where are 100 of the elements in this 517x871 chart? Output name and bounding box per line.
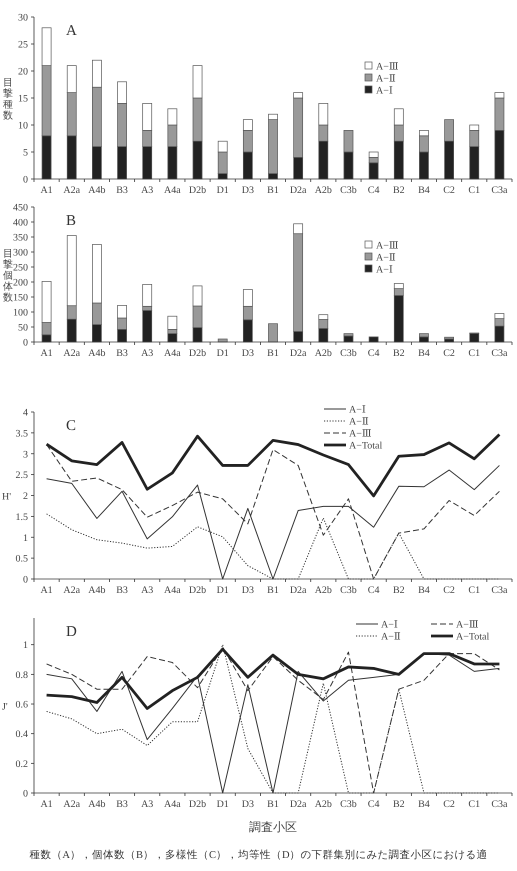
x-tick-label: A4a [164,799,182,810]
x-tick-label: C1 [468,348,480,359]
y-tick-label: 2 [23,491,28,502]
x-tick-label: B2 [392,185,405,196]
x-tick-label: B3 [116,585,128,596]
x-tick-label: D3 [242,585,254,596]
x-tick-label: A4a [164,585,182,596]
x-tick-label: C3a [491,348,508,359]
y-tick-label: 0 [23,174,28,186]
chart-title: A [66,23,77,39]
x-tick-label: D1 [216,585,229,596]
x-tick-label: D2b [188,185,206,196]
legend-label: A−Ⅲ [349,428,372,440]
y-axis-title: 目撃個体数 [3,248,13,304]
y-tick-label: 3.5 [16,428,28,440]
bar [142,310,152,342]
y-axis-title: H' [2,492,12,502]
x-tick-label: A1 [40,799,53,810]
x-tick-label: B3 [116,799,128,810]
legend-label: A−Ⅱ [381,632,401,642]
x-tick-label: C4 [368,799,380,810]
x-tick-label: C4 [368,348,380,359]
x-tick-label: A3 [141,585,154,596]
x-tick-label: C1 [468,799,480,810]
y-tick-label: 250 [13,262,28,274]
x-tick-label: A1 [40,185,53,196]
x-tick-label: A2b [314,799,332,810]
y-tick-label: 200 [13,278,28,288]
x-tick-label: B2 [392,799,405,810]
y-tick-label: 100 [13,308,28,318]
x-tick-label: C1 [468,185,480,196]
x-tick-label: B4 [418,348,430,359]
x-tick-label: C3b [340,799,357,810]
x-tick-label: B4 [418,799,430,810]
x-tick-label: A4b [88,348,106,359]
x-tick-label: A2b [314,585,332,596]
chart-title: D [66,624,77,640]
x-tick-label: C3a [491,585,508,596]
y-tick-label: 5 [23,148,28,158]
x-tick-label: A1 [40,585,53,596]
x-tick-label: D2a [290,185,308,196]
legend-label: A−Total [349,440,382,452]
x-tick-label: C3b [340,585,357,596]
x-tick-label: B1 [267,799,279,810]
legend-label: A−Ⅲ [376,240,399,252]
x-tick-label: B3 [116,185,128,196]
x-tick-label: B4 [418,585,430,596]
legend-label: A−Ⅰ [349,404,366,416]
x-tick-label: B3 [116,348,128,359]
x-tick-label: A1 [40,348,53,359]
y-tick-label: 15 [18,94,28,104]
legend-label: A−Ⅰ [376,86,393,96]
legend-label: A−Ⅱ [349,416,369,428]
x-tick-label: C3b [340,348,357,359]
y-tick-label: 1.5 [16,512,28,523]
y-tick-label: 450 [13,202,28,214]
x-tick-label: D1 [216,348,229,359]
y-tick-label: 0 [23,788,28,800]
x-tick-label: C4 [368,585,380,596]
y-tick-label: 0 [23,574,28,586]
x-tick-label: A4b [88,585,106,596]
y-tick-label: 25 [18,40,28,50]
legend-label: A−Ⅰ [381,620,398,630]
x-tick-label: D1 [216,799,229,810]
y-tick-label: 4 [23,408,28,418]
y-tick-label: 1 [23,532,28,544]
x-tick-label: D2a [290,348,308,359]
x-tick-label: D1 [216,185,229,196]
bar [167,316,178,330]
y-tick-label: 2.5 [16,470,28,482]
y-tick-label: 300 [13,248,28,258]
x-tick-label: D2b [188,348,206,359]
y-tick-label: 350 [13,232,28,244]
x-tick-label: C1 [468,585,480,596]
x-tick-label: A2a [63,185,81,196]
chart-title: B [66,213,76,229]
x-tick-label: A4a [164,348,182,359]
legend-label: A−Ⅱ [376,74,396,84]
x-tick-label: A4a [164,185,182,196]
y-tick-label: 0.2 [16,758,28,770]
legend-label: A−Total [456,632,490,642]
y-tick-label: 0.6 [16,700,28,711]
bar [142,284,152,307]
x-tick-label: D3 [242,799,254,810]
x-tick-label: A2b [314,185,332,196]
legend-label: A−Ⅲ [376,62,399,72]
y-tick-label: 400 [13,218,28,228]
x-tick-label: C2 [443,185,455,196]
y-tick-label: 10 [18,120,28,132]
x-tick-label: C2 [443,348,455,359]
x-tick-label: A4b [88,799,106,810]
y-tick-label: 150 [13,292,28,304]
x-tick-label: D3 [242,348,254,359]
y-tick-label: 30 [18,12,28,24]
x-tick-label: C2 [443,799,455,810]
x-tick-label: C3b [340,185,357,196]
x-tick-label: A4b [88,185,106,196]
y-tick-label: 0.4 [16,729,28,740]
x-tick-label: D3 [242,185,254,196]
y-tick-label: 0.8 [16,670,28,681]
